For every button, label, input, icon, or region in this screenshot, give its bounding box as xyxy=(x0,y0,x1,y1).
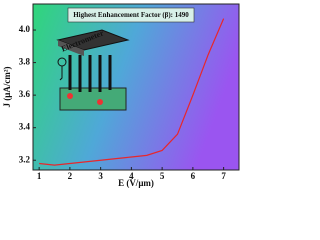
x-tick-label: 7 xyxy=(221,171,226,181)
inset-tips xyxy=(68,55,112,92)
annotation-box xyxy=(67,7,195,23)
x-tick-label: 4 xyxy=(129,171,134,181)
x-tick-label: 1 xyxy=(37,171,42,181)
y-tick-label: 3.2 xyxy=(19,154,31,164)
inset-plate-side xyxy=(58,40,84,56)
inset-wire xyxy=(59,66,63,81)
inset-base xyxy=(59,87,127,111)
y-tick-label: 3.6 xyxy=(19,89,31,99)
y-tick-label: 4.0 xyxy=(19,24,31,34)
x-tick-label: 3 xyxy=(98,171,103,181)
annotation: Highest Enhancement Factor (β): 1490 xyxy=(73,11,189,19)
inset-diagram xyxy=(56,29,130,111)
x-tick-label: 2 xyxy=(68,171,73,181)
chart: Highest Enhancement Factor (β): 1490 Ele… xyxy=(2,3,240,189)
y-axis-label: J (μA/cm²) xyxy=(2,66,12,107)
inset-dot xyxy=(67,93,73,99)
x-tick-label: 5 xyxy=(160,171,165,181)
y-tick-label: 3.8 xyxy=(19,57,31,67)
inset-dot xyxy=(97,99,103,105)
x-axis-label: E (V/μm) xyxy=(118,178,154,188)
data-line xyxy=(39,18,225,166)
y-tick-label: 3.4 xyxy=(19,122,31,132)
x-tick-label: 6 xyxy=(191,171,196,181)
plot-area xyxy=(32,3,240,171)
